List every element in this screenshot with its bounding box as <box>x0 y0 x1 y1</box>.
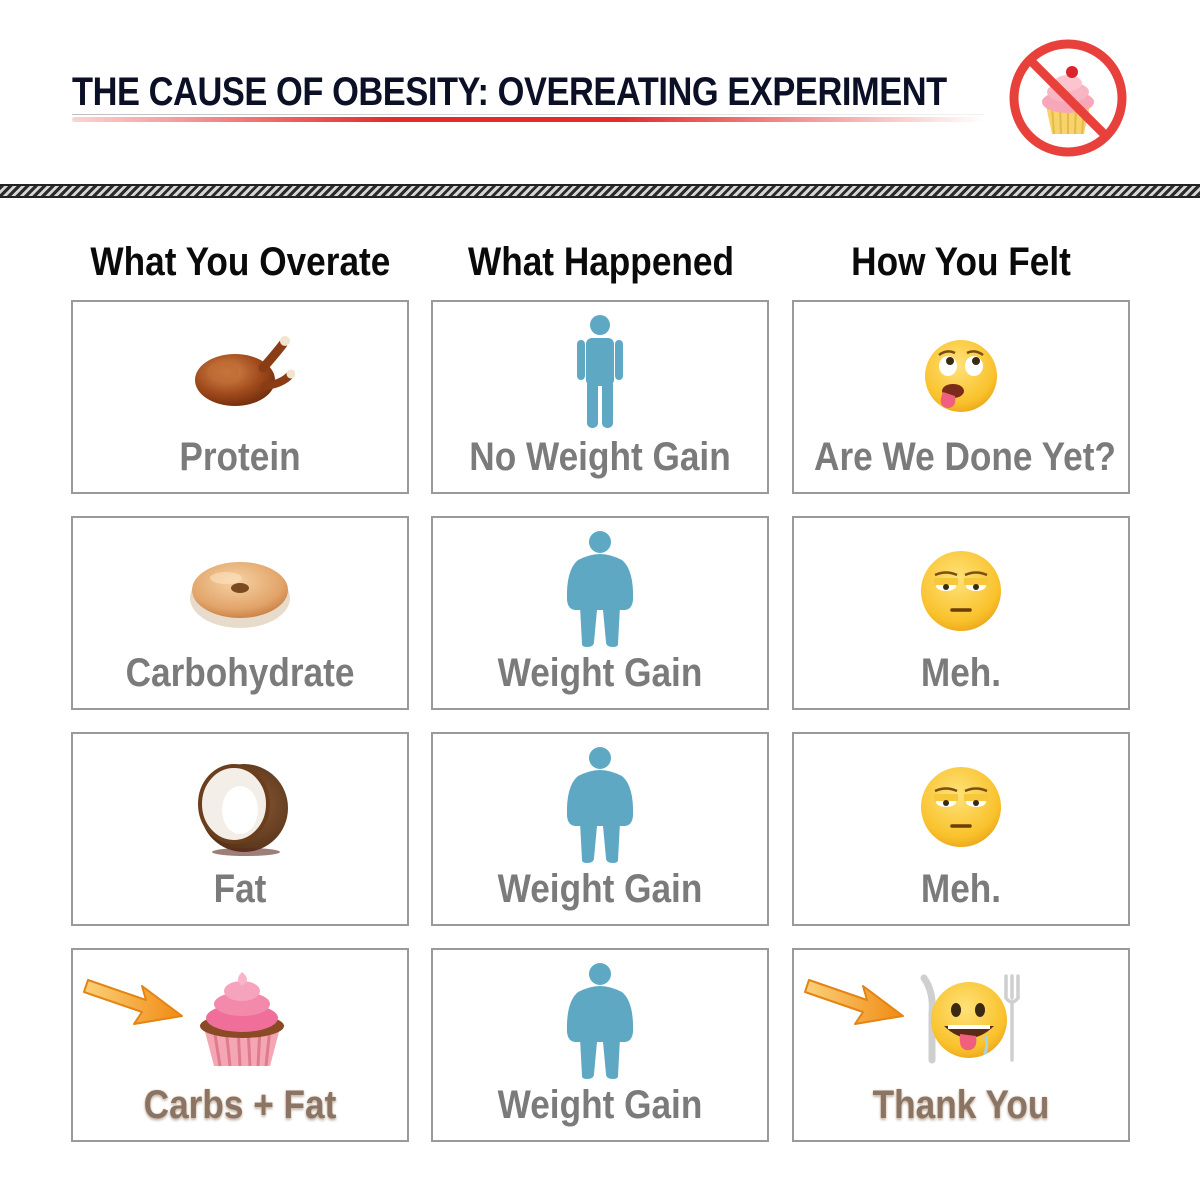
arrow-right-icon <box>83 979 183 1025</box>
card-label: Weight Gain <box>497 651 703 695</box>
card-result-weight-gain: Weight Gain <box>431 948 769 1142</box>
card-label: Weight Gain <box>497 1083 703 1127</box>
card-food-carbohydrate: Carbohydrate <box>71 516 409 710</box>
arrow-right-icon <box>804 979 904 1025</box>
card-feeling-are-we-done-yet: Are We Done Yet? <box>792 300 1130 494</box>
card-label: Are We Done Yet? <box>814 435 1116 479</box>
unamused-face-icon <box>921 551 1001 631</box>
card-food-carbs-plus-fat: Carbs + Fat <box>71 948 409 1142</box>
rope-divider <box>0 184 1200 198</box>
cupcake-icon <box>200 972 284 1067</box>
card-label: Thank You <box>872 1083 1050 1127</box>
nauseated-face-icon <box>925 340 997 412</box>
card-feeling-meh: Meh. <box>792 732 1130 926</box>
coconut-icon <box>198 764 288 856</box>
no-cupcake-icon <box>1009 39 1127 157</box>
drooling-face-with-cutlery-icon <box>920 974 1020 1064</box>
page-title: THE CAUSE OF OBESITY: OVEREATING EXPERIM… <box>72 70 947 114</box>
column-header-what-happened: What Happened <box>468 240 734 284</box>
card-label: Meh. <box>920 651 1002 695</box>
card-result-weight-gain: Weight Gain <box>431 516 769 710</box>
bagel-icon <box>190 562 290 628</box>
card-label: Fat <box>213 867 267 911</box>
card-food-protein: Protein <box>71 300 409 494</box>
roast-chicken-icon <box>195 336 295 406</box>
column-header-what-you-overate: What You Overate <box>90 240 391 284</box>
card-label: Protein <box>179 435 301 479</box>
card-result-no-weight-gain: No Weight Gain <box>431 300 769 494</box>
card-label: Weight Gain <box>497 867 703 911</box>
heavy-person-icon <box>566 531 634 647</box>
card-feeling-thank-you: Thank You <box>792 948 1130 1142</box>
heavy-person-icon <box>566 747 634 863</box>
heavy-person-icon <box>566 963 634 1079</box>
column-header-how-you-felt: How You Felt <box>851 240 1071 284</box>
card-label: No Weight Gain <box>469 435 731 479</box>
unamused-face-icon <box>921 767 1001 847</box>
card-feeling-meh: Meh. <box>792 516 1130 710</box>
card-food-fat: Fat <box>71 732 409 926</box>
title-underline <box>72 114 984 122</box>
card-result-weight-gain: Weight Gain <box>431 732 769 926</box>
card-label: Carbohydrate <box>125 651 355 695</box>
card-label: Carbs + Fat <box>143 1083 337 1127</box>
card-label: Meh. <box>920 867 1002 911</box>
thin-person-icon <box>577 315 623 428</box>
